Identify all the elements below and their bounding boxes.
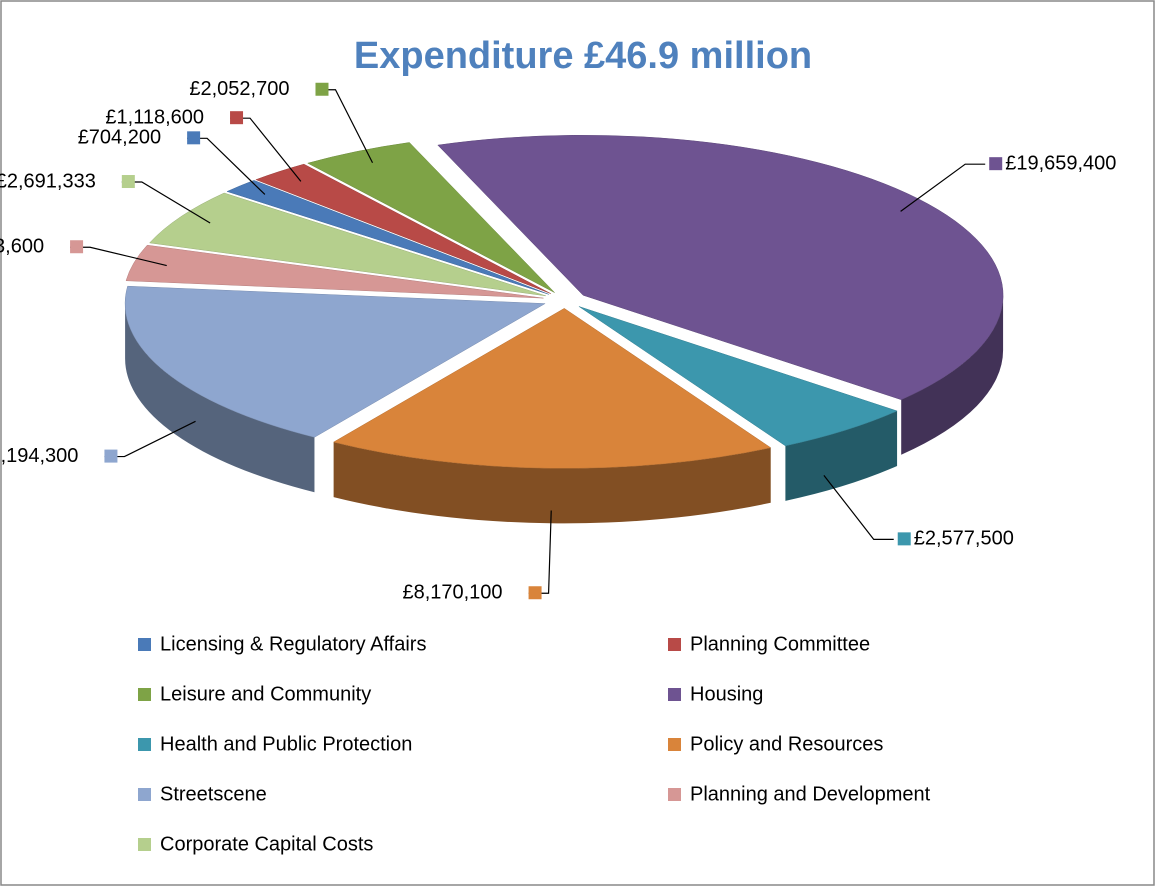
slice <box>578 306 898 447</box>
legend-key <box>138 738 151 751</box>
data-label: £8,170,100 <box>402 582 502 604</box>
label-key <box>528 586 542 600</box>
legend-key <box>668 638 681 651</box>
legend-key <box>138 838 151 851</box>
slice <box>149 192 546 297</box>
slice <box>332 308 772 469</box>
slice <box>125 244 544 299</box>
data-label: £1,703,600 <box>0 236 44 258</box>
slice-side <box>785 410 898 501</box>
label-key <box>230 111 244 125</box>
data-label: £2,052,700 <box>189 78 289 100</box>
slice-side <box>333 442 771 524</box>
label-key <box>897 532 911 546</box>
legend-label: Planning Committee <box>690 633 870 655</box>
label-key <box>315 82 329 96</box>
legend-label: Housing <box>690 683 763 705</box>
data-label: £19,659,400 <box>1005 152 1116 174</box>
data-label: £8,194,300 <box>0 445 78 467</box>
leader-line <box>823 474 894 540</box>
legend-label: Streetscene <box>160 783 267 805</box>
label-key <box>70 240 84 254</box>
legend-label: Health and Public Protection <box>160 733 412 755</box>
legend-label: Planning and Development <box>690 783 931 805</box>
data-label: £2,691,333 <box>0 170 96 192</box>
legend-key <box>668 738 681 751</box>
legend-key <box>138 788 151 801</box>
legend-label: Policy and Resources <box>690 733 883 755</box>
slice-side <box>125 303 315 493</box>
legend-key <box>668 688 681 701</box>
legend-key <box>668 788 681 801</box>
legend-label: Corporate Capital Costs <box>160 833 373 855</box>
label-key <box>187 131 201 145</box>
legend-label: Licensing & Regulatory Affairs <box>160 633 426 655</box>
slice <box>307 142 555 293</box>
slice <box>255 163 551 294</box>
slice <box>437 134 1004 400</box>
leader-line <box>900 163 986 212</box>
legend-label: Leisure and Community <box>160 683 371 705</box>
label-key <box>989 157 1003 171</box>
chart-title: Expenditure £46.9 million <box>354 35 812 77</box>
data-label: £1,118,600 <box>105 106 204 128</box>
slice-side <box>901 295 1004 455</box>
data-label: £2,577,500 <box>914 528 1014 550</box>
label-key <box>104 449 118 463</box>
slice <box>124 285 546 438</box>
data-label: £704,200 <box>78 127 161 149</box>
legend-key <box>138 638 151 651</box>
slice <box>226 180 549 295</box>
legend-key <box>138 688 151 701</box>
label-key <box>121 175 135 189</box>
